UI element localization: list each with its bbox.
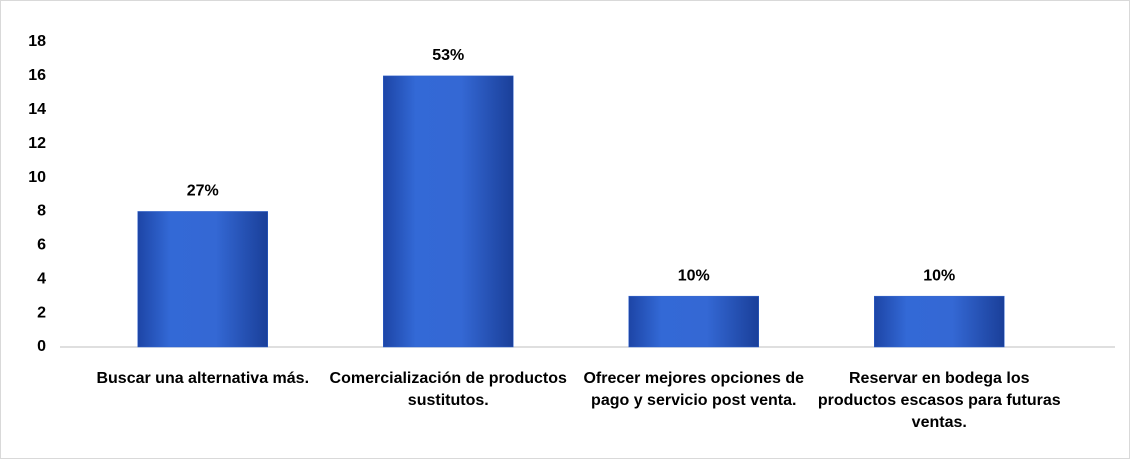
y-tick-label: 12 [28,135,46,152]
bar [383,75,514,348]
y-tick-label: 0 [37,338,46,355]
y-tick-label: 14 [28,101,46,118]
data-label: 10% [678,267,710,284]
y-tick-label: 10 [28,169,46,186]
y-tick-label: 8 [37,203,46,220]
x-tick-label: Buscar una alternativa más. [96,370,310,387]
data-label: 27% [187,183,219,200]
y-tick-label: 18 [28,33,46,50]
bar [137,211,268,348]
x-tick-label: Ofrecer mejores opciones de pago y servi… [583,370,805,409]
y-tick-label: 6 [37,237,46,254]
y-tick-label: 4 [37,270,46,287]
bar [628,295,759,348]
y-tick-label: 16 [28,67,46,84]
data-label: 10% [923,267,955,284]
y-tick-label: 2 [37,304,46,321]
data-label: 53% [432,47,464,64]
x-tick-label: Comercialización de productos sustitutos… [329,370,567,409]
x-tick-label: Reservar en bodega los productos escasos… [817,370,1061,431]
bar [874,295,1005,348]
